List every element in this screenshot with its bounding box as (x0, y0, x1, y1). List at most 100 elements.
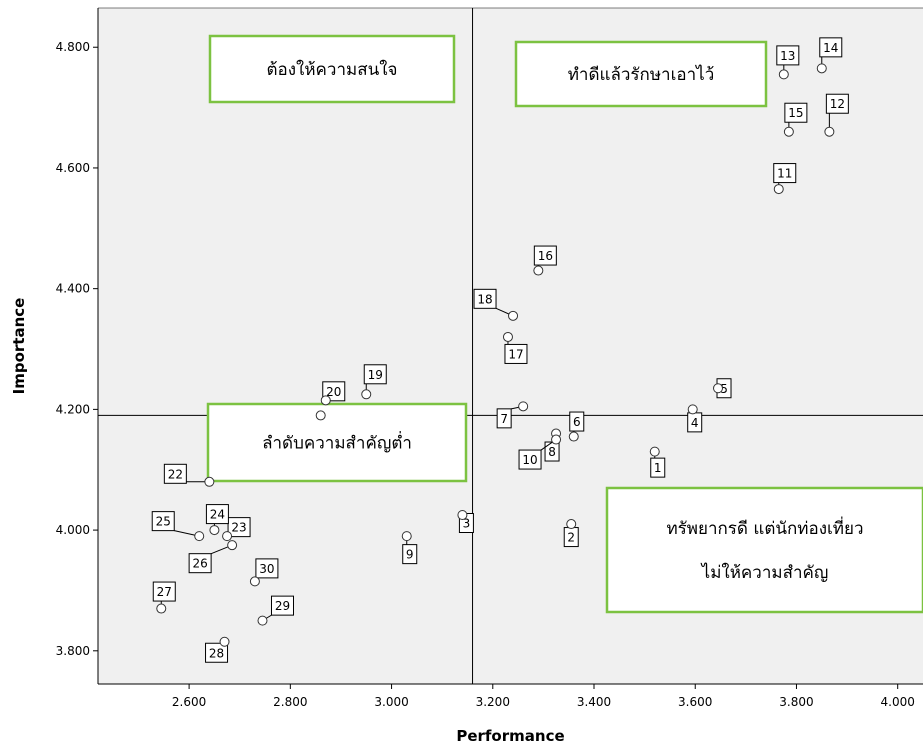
data-point-18: 18 (473, 288, 519, 321)
point-marker (156, 603, 167, 614)
point-label: 9 (406, 548, 414, 562)
point-marker (315, 410, 326, 421)
y-axis-label: Importance (10, 298, 28, 395)
point-label-box (650, 457, 666, 478)
point-marker (687, 404, 698, 415)
data-point-19: 19 (361, 364, 387, 400)
point-marker (227, 540, 238, 551)
point-label-box (227, 517, 251, 538)
point-label-box (205, 504, 229, 525)
point-marker (816, 63, 827, 74)
point-label: 30 (259, 562, 274, 576)
data-point-4: 4 (687, 404, 703, 433)
data-point-2: 2 (563, 519, 579, 548)
data-point-5: 5 (713, 378, 732, 399)
data-point-24: 24 (205, 504, 229, 536)
data-point-1: 1 (649, 446, 666, 478)
quadrant-label-box (206, 402, 468, 483)
point-label: 7 (500, 412, 508, 426)
point-label: 17 (508, 347, 523, 361)
point-label-box (825, 93, 849, 114)
quadrant-label-q4: ทรัพยากรดี แต่นักท่องเที่ยวไม่ให้ความสำค… (605, 486, 923, 614)
data-point-9: 9 (401, 531, 418, 565)
data-point-6: 6 (568, 411, 585, 442)
x-tick-label: 3.800 (779, 695, 813, 709)
y-tick-label: 4.400 (56, 282, 90, 296)
point-label: 6 (573, 415, 581, 429)
data-point-29: 29 (257, 595, 294, 626)
point-label-box (569, 411, 585, 432)
quadrant-label-box (605, 486, 923, 614)
point-marker (568, 431, 579, 442)
quadrant-label-text: ต้องให้ความสนใจ (267, 59, 398, 80)
point-label: 24 (210, 508, 225, 522)
y-tick-label: 4.600 (56, 161, 90, 175)
point-marker (457, 510, 468, 520)
point-label: 18 (477, 292, 492, 306)
point-label: 23 (231, 521, 246, 535)
point-label: 14 (823, 41, 838, 55)
quadrant-label-q3: ลำดับความสำคัญต่ำ (206, 402, 468, 483)
point-marker (249, 576, 260, 587)
point-label: 3 (463, 517, 471, 531)
point-marker (713, 383, 724, 394)
data-point-11: 11 (773, 163, 797, 195)
point-label: 10 (522, 453, 537, 467)
point-marker (773, 184, 784, 195)
point-marker (361, 389, 372, 400)
quadrant-label-text: ทำดีแล้วรักษาเอาไว้ (568, 64, 715, 85)
x-tick-label: 3.400 (577, 695, 611, 709)
data-point-26: 26 (188, 540, 238, 574)
point-label: 19 (368, 368, 383, 382)
x-tick-label: 3.200 (476, 695, 510, 709)
point-label: 26 (192, 557, 207, 571)
point-marker (204, 476, 215, 487)
data-point-28: 28 (205, 636, 230, 663)
point-label: 25 (156, 515, 171, 529)
point-label-box (163, 463, 187, 484)
data-point-23: 23 (222, 517, 251, 542)
point-label: 28 (209, 646, 224, 660)
x-tick-label: 4.000 (881, 695, 915, 709)
point-label-box (533, 245, 557, 266)
point-marker (209, 525, 220, 536)
point-label-box (504, 343, 528, 364)
chart-marks: 3.800 4.000 4.200 4.400 4.600 4.800 2.600 2.800… (56, 7, 923, 709)
x-tick-label: 2.800 (273, 695, 307, 709)
y-tick-label: 4.200 (56, 402, 90, 416)
point-marker (222, 531, 233, 542)
point-marker (778, 69, 789, 80)
point-marker (783, 126, 794, 137)
point-marker (533, 265, 544, 276)
point-label: 1 (654, 461, 662, 475)
data-point-7: 7 (496, 401, 529, 429)
point-label-box (188, 553, 212, 574)
point-marker (649, 446, 660, 457)
point-label: 5 (720, 382, 728, 396)
point-label-box (402, 544, 418, 565)
point-label: 2 (567, 531, 575, 545)
point-label-box (152, 581, 176, 602)
point-marker (518, 401, 529, 412)
quadrant-label-text: ลำดับความสำคัญต่ำ (262, 431, 412, 454)
point-label-box (784, 102, 808, 123)
point-marker (502, 331, 513, 342)
point-label: 4 (691, 416, 699, 430)
point-label-box (819, 37, 843, 58)
y-tick-label: 4.800 (56, 40, 90, 54)
point-label: 20 (326, 385, 341, 399)
y-tick-label: 4.000 (56, 523, 90, 537)
point-label-box (270, 595, 294, 616)
point-label-box (776, 45, 800, 66)
data-point-12: 12 (824, 93, 849, 137)
point-label-box (496, 408, 512, 429)
quadrant-label-box (208, 34, 456, 104)
point-marker (320, 395, 331, 406)
data-point-10: 10 (518, 434, 562, 470)
data-point-15: 15 (783, 102, 808, 137)
point-label: 16 (538, 249, 553, 263)
y-tick-label: 3.800 (56, 644, 90, 658)
point-marker (219, 636, 230, 647)
data-point-30: 30 (249, 558, 279, 587)
data-point-17: 17 (502, 331, 528, 364)
